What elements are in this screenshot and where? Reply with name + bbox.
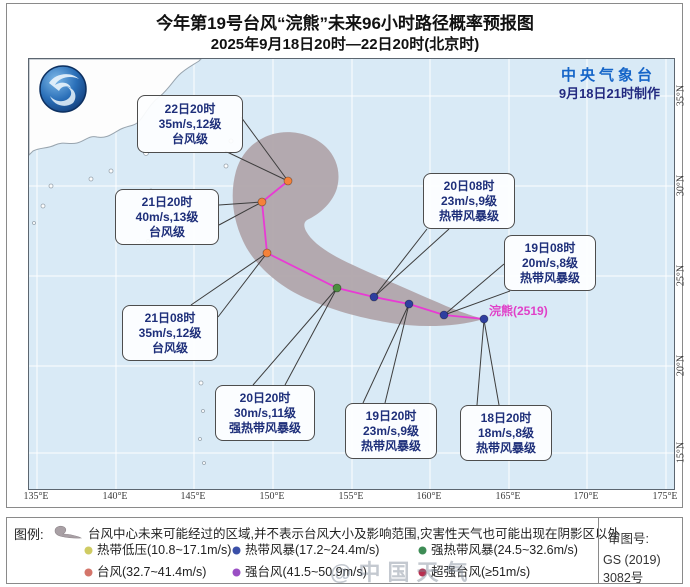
callout-21d20h: 21日20时 40m/s,13级 台风级 bbox=[115, 189, 219, 245]
map-review-number: GS (2019) 3082号 bbox=[603, 553, 661, 585]
small-islands bbox=[32, 138, 234, 465]
legend-item-super-ty: 超强台风(≥51m/s) bbox=[418, 561, 530, 580]
callout-level: 热带风暴级 bbox=[360, 438, 421, 453]
track-point-22d20h bbox=[283, 176, 293, 186]
callout-wind: 20m/s,8级 bbox=[521, 255, 579, 270]
typhoon-name-label: 浣熊(2519) bbox=[489, 304, 548, 318]
callout-level: 热带风暴级 bbox=[519, 270, 580, 285]
callout-18d20h: 18日20时 18m/s,8级 热带风暴级 bbox=[460, 405, 552, 461]
lon-label: 170°E bbox=[573, 491, 599, 502]
callout-level: 强热带风暴级 bbox=[228, 420, 301, 435]
td-dot-icon bbox=[84, 546, 93, 555]
callout-19d20h: 19日20时 23m/s,9级 热带风暴级 bbox=[345, 403, 437, 459]
legend-title: 图例: bbox=[14, 527, 44, 542]
track-point-18d20h bbox=[479, 314, 489, 324]
callout-20d20h: 20日20时 30m/s,11级 强热带风暴级 bbox=[215, 385, 315, 441]
callout-wind: 18m/s,8级 bbox=[477, 425, 535, 440]
lon-label: 150°E bbox=[259, 491, 285, 502]
callout-20d08h: 20日08时 23m/s,9级 热带风暴级 bbox=[423, 173, 515, 229]
lon-label: 155°E bbox=[338, 491, 364, 502]
track-point-19d20h bbox=[404, 299, 414, 309]
page-title: 今年第19号台风“浣熊”未来96小时路径概率预报图 bbox=[156, 14, 534, 33]
callout-time: 21日08时 bbox=[144, 310, 196, 325]
legend-item-sts: 强热带风暴(24.5~32.6m/s) bbox=[418, 539, 578, 558]
callout-22d20h: 22日20时 35m/s,12级 台风级 bbox=[137, 95, 243, 153]
legend-item-ts: 热带风暴(17.2~24.4m/s) bbox=[232, 539, 379, 558]
super-ty-dot-icon bbox=[418, 568, 427, 577]
ts-dot-icon bbox=[232, 546, 241, 555]
callout-wind: 23m/s,9级 bbox=[362, 423, 420, 438]
callout-level: 台风级 bbox=[148, 224, 185, 239]
page-subtitle: 2025年9月18日20时—22日20时(北京时) bbox=[210, 36, 480, 53]
lon-label: 135°E bbox=[23, 491, 49, 502]
agency-name: 中央气象台 bbox=[560, 67, 656, 84]
forecast-map: 中央气象台 9月18日21时制作 浣熊(2519) 22日20时 35m/s,1… bbox=[28, 58, 675, 490]
callout-wind: 35m/s,12级 bbox=[158, 116, 222, 131]
watermark: @中国天气 bbox=[330, 560, 475, 585]
callout-time: 21日20时 bbox=[141, 194, 193, 209]
sty-dot-icon bbox=[232, 568, 241, 577]
callout-wind: 40m/s,13级 bbox=[135, 209, 199, 224]
callout-time: 18日20时 bbox=[480, 410, 532, 425]
lat-label: 15°N bbox=[675, 441, 687, 464]
lon-label: 160°E bbox=[416, 491, 442, 502]
lat-label: 25°N bbox=[675, 264, 687, 287]
track-point-20d20h bbox=[332, 283, 342, 293]
sts-dot-icon bbox=[418, 546, 427, 555]
callout-level: 台风级 bbox=[171, 131, 208, 146]
track-point-21d20h bbox=[257, 197, 267, 207]
ty-dot-icon bbox=[84, 568, 93, 577]
map-review-label: 审图号: bbox=[608, 532, 649, 546]
legend-item-ty: 台风(32.7~41.4m/s) bbox=[84, 561, 206, 580]
legend-panel-border bbox=[6, 517, 683, 584]
callout-19d08h: 19日08时 20m/s,8级 热带风暴级 bbox=[504, 235, 596, 291]
track-point-20d08h bbox=[369, 292, 379, 302]
callout-wind: 23m/s,9级 bbox=[440, 193, 498, 208]
forecast-track-line bbox=[261, 180, 485, 320]
callout-wind: 30m/s,11级 bbox=[233, 405, 297, 420]
lon-label: 145°E bbox=[180, 491, 206, 502]
map-graphics bbox=[29, 59, 674, 489]
legend-item-td: 热带低压(10.8~17.1m/s) bbox=[84, 539, 231, 558]
callout-time: 20日08时 bbox=[443, 178, 495, 193]
callout-level: 热带风暴级 bbox=[438, 208, 499, 223]
cma-logo-icon bbox=[39, 65, 87, 113]
callout-21d08h: 21日08时 35m/s,12级 台风级 bbox=[122, 305, 218, 361]
lon-label: 175°E bbox=[652, 491, 678, 502]
callout-time: 22日20时 bbox=[164, 101, 216, 116]
track-point-19d08h bbox=[439, 310, 449, 320]
leader-lines bbox=[190, 116, 511, 406]
cone-description: 台风中心未来可能经过的区域,并不表示台风大小及影响范围,灾害性天气也可能出现在阴… bbox=[88, 527, 620, 541]
issued-time: 9月18日21时制作 bbox=[558, 86, 660, 101]
lat-label: 20°N bbox=[675, 354, 687, 377]
upper-panel-border bbox=[6, 3, 683, 508]
legend-divider bbox=[598, 517, 599, 584]
legend-item-sty: 强台风(41.5~50.9m/s) bbox=[232, 561, 367, 580]
lon-label: 140°E bbox=[102, 491, 128, 502]
lat-label: 35°N bbox=[675, 84, 687, 107]
probability-cone bbox=[232, 132, 484, 327]
callout-level: 热带风暴级 bbox=[475, 440, 536, 455]
callout-time: 19日20时 bbox=[365, 408, 417, 423]
lat-label: 30°N bbox=[675, 174, 687, 197]
callout-wind: 35m/s,12级 bbox=[138, 325, 202, 340]
lon-label: 165°E bbox=[495, 491, 521, 502]
cone-legend-icon bbox=[54, 525, 83, 539]
callout-level: 台风级 bbox=[151, 340, 188, 355]
track-points bbox=[257, 176, 489, 324]
callout-time: 19日08时 bbox=[524, 240, 576, 255]
track-point-21d08h bbox=[262, 248, 272, 258]
callout-time: 20日20时 bbox=[239, 390, 291, 405]
